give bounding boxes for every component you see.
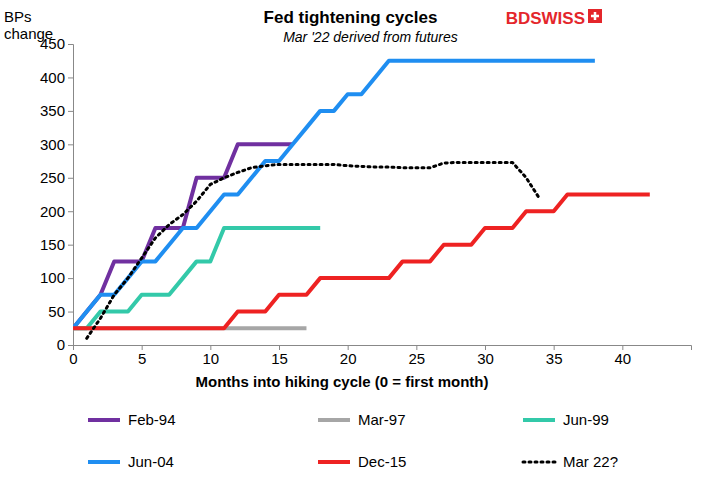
x-tick: 20 [340,345,357,367]
logo: BDSWISS [506,9,602,28]
x-tick: 15 [271,345,288,367]
legend-label: Jun-04 [128,453,174,470]
y-tick-mark [68,211,73,212]
legend-item: Mar-97 [318,411,406,428]
legend-label: Jun-99 [563,411,609,428]
y-tick-mark [68,77,73,78]
x-tick-label: 30 [477,350,494,367]
title: Fed tightening cycles [264,8,438,27]
y-tick-mark [68,245,73,246]
y-tick: 50 [48,303,73,320]
y-tick-label: 50 [48,303,65,320]
y-tick: 200 [40,203,73,220]
y-tick: 450 [40,35,73,52]
logo-cross [591,12,599,20]
y-tick-mark [68,144,73,145]
legend-swatch [88,460,120,464]
x-tick-label: 20 [340,350,357,367]
x-tick-label: 5 [138,350,146,367]
legend-item: Jun-04 [88,453,174,470]
y-tick: 100 [40,269,73,286]
x-tick: 5 [138,345,146,367]
x-tick: 30 [477,345,494,367]
y-tick: 300 [40,136,73,153]
legend-label: Dec-15 [358,453,406,470]
y-axis-line [68,45,74,346]
legend-item: Feb-94 [88,411,176,428]
legend-label: Feb-94 [128,411,176,428]
y-tick: 150 [40,236,73,253]
lines [73,61,650,339]
y-tick-label: 0 [57,336,65,353]
x-tick: 0 [69,345,77,367]
logo-text: BDSWISS [506,9,585,28]
series-line [87,162,540,338]
y-tick-label: 150 [40,236,65,253]
y-tick-mark [68,178,73,179]
legend-item: Jun-99 [523,411,609,428]
x-tick: 10 [202,345,219,367]
y-tick-mark [68,278,73,279]
x-tick-label: 0 [69,350,77,367]
series-line [73,144,293,328]
logo-box [588,9,602,23]
subtitle: Mar '22 derived from futures [283,29,458,45]
plot: 0 50 100 150 200 250 300 350 400 450 0 5 10 15 20 25 30 3… [40,35,692,366]
legend-label: Mar 22? [563,453,618,470]
legend-swatch [523,418,555,422]
y-tick-label: 300 [40,136,65,153]
x-axis-line [74,346,692,351]
y-tick-label: 450 [40,35,65,52]
legend-item: Dec-15 [318,453,406,470]
x-tick-label: 40 [614,350,631,367]
x-tick: 40 [614,345,631,367]
legend-label: Mar-97 [358,411,406,428]
series-line [73,228,320,328]
legend-swatch [523,461,555,464]
legend-swatch [318,460,350,464]
x-tick-label: 25 [408,350,425,367]
x-tick-label: 35 [546,350,563,367]
x-tick-label: 10 [202,350,219,367]
y-tick-label: 250 [40,169,65,186]
series-line [73,195,650,329]
y-tick-label: 350 [40,102,65,119]
y-tick-label: 200 [40,203,65,220]
y-axis: 0 50 100 150 200 250 300 350 400 450 [40,35,74,353]
legend-swatch [88,418,120,422]
legend-swatch [318,418,350,422]
y-tick: 350 [40,102,73,119]
chart: Fed tightening cycles Mar '22 derived fro… [0,0,701,498]
x-axis: 0 5 10 15 20 25 30 35 40 [69,345,691,367]
y-tick-label: 400 [40,69,65,86]
y-tick-mark [68,345,73,346]
x-axis-title: Months into hiking cycle (0 = first mont… [196,373,489,390]
legend: Feb-94 Mar-97 Jun-99 Jun-04 Dec-15 Mar 22? [88,411,618,470]
y-tick: 400 [40,69,73,86]
y-tick-mark [68,312,73,313]
y-tick-mark [68,111,73,112]
y-tick-label: 100 [40,269,65,286]
x-tick: 25 [408,345,425,367]
series-line [73,61,595,329]
legend-item: Mar 22? [523,453,618,470]
y-tick-mark [68,44,73,45]
x-tick: 35 [546,345,563,367]
x-tick-label: 15 [271,350,288,367]
y-tick: 250 [40,169,73,186]
